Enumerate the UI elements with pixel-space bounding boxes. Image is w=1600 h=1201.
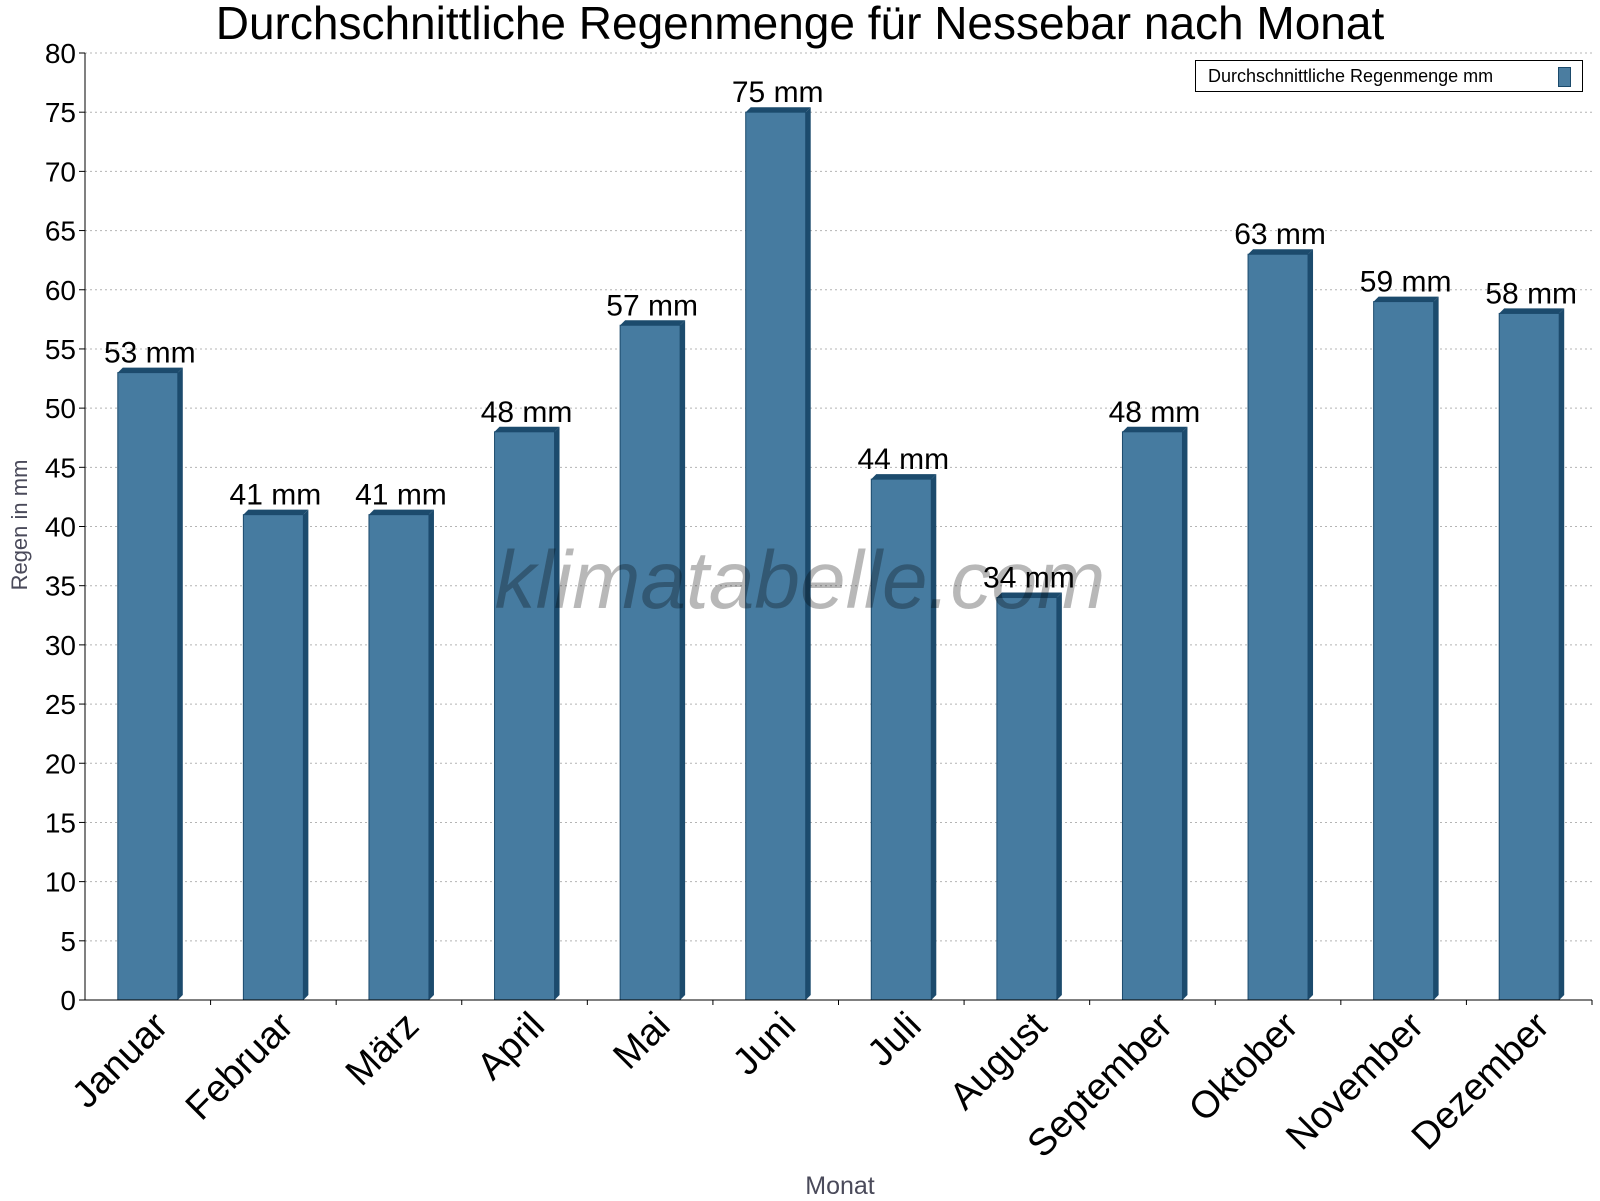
bar-front [117,372,179,1001]
y-tick-label: 70 [45,156,76,187]
y-tick-label: 50 [45,393,76,424]
bar-front [242,514,304,1001]
y-tick-label: 65 [45,216,76,247]
bar [619,320,686,1001]
y-tick-label: 15 [45,807,76,838]
bar [870,474,937,1001]
data-label: 75 mm [732,76,824,109]
bar [1247,249,1314,1001]
bar [1373,296,1439,1001]
bar-top [1248,249,1314,255]
bar-front [1121,431,1183,1001]
data-label: 57 mm [606,289,698,322]
bar-top [243,509,309,515]
data-label: 58 mm [1485,277,1577,310]
bar-front [368,514,430,1001]
data-label: 41 mm [355,479,447,512]
data-label: 63 mm [1234,218,1326,251]
chart-title: Durchschnittliche Regenmenge für Nesseba… [215,0,1385,49]
bar-side [1308,249,1314,1001]
bar-side [931,474,937,1000]
y-tick-label: 5 [60,926,76,957]
y-tick-label: 20 [45,748,76,779]
x-tick-label: Februar [178,1004,302,1128]
x-tick-label: Dezember [1404,1004,1558,1158]
x-tick-label: August [942,1004,1056,1118]
data-label: 48 mm [481,396,573,429]
x-tick-label: März [338,1005,427,1094]
bar-top [117,367,183,373]
bar-side [428,509,434,1000]
bar [745,107,811,1001]
y-tick-label: 35 [45,571,76,602]
y-tick-label: 0 [60,985,76,1016]
bar-front [1498,312,1560,1001]
bar-side [1056,592,1062,1000]
bar-top [745,107,811,113]
bar-side [177,367,183,1000]
bar-front [1247,253,1309,1001]
y-tick-label: 10 [45,867,76,898]
x-tick-label: Mai [605,1005,678,1078]
bar [368,509,434,1001]
x-tick-label: Juni [725,1005,804,1084]
bar-side [1559,308,1565,1000]
y-tick-label: 60 [45,275,76,306]
y-tick-label: 25 [45,689,76,720]
y-tick-label: 75 [45,97,76,128]
bar-front [996,597,1058,1001]
bar [996,592,1062,1001]
legend-swatch [1558,67,1571,87]
bar-front [494,431,556,1001]
data-label: 53 mm [104,337,196,370]
bar-top [1122,426,1188,432]
x-axis-title: Monat [805,1172,875,1200]
y-axis-title: Regen in mm [7,459,32,591]
bar-front [870,478,932,1001]
bars [117,107,1565,1001]
data-label: 41 mm [230,479,322,512]
bar-top [1499,308,1565,314]
data-label: 44 mm [857,443,949,476]
y-tick-label: 45 [45,452,76,483]
bar [494,426,560,1001]
x-tick-label: Oktober [1181,1004,1307,1130]
bar-side [554,426,560,1000]
legend: Durchschnittliche Regenmenge mm [1195,60,1583,92]
bar-front [1373,301,1435,1001]
watermark: klimatabelle.com [495,535,1106,626]
bar-top [996,592,1062,598]
bar-front [619,324,681,1001]
y-tick-label: 40 [45,512,76,543]
bar-top [620,320,686,326]
bar [1121,426,1188,1001]
bar [242,509,309,1001]
data-labels: 53 mm 41 mm 41 mm 48 mm 57 mm 75 mm 44 mm 34 mm… [104,76,1577,594]
bar-side [1182,426,1188,1000]
bar-top [1373,296,1439,302]
bar-top [871,474,937,480]
y-tick-label: 55 [45,334,76,365]
grid-lines [85,52,1592,942]
bar-side [805,107,811,1000]
bar-side [303,509,309,1000]
bar [117,367,183,1001]
bar-front [745,111,807,1001]
x-tick-label: April [469,1005,552,1088]
bar [1498,308,1565,1001]
data-label: 48 mm [1109,396,1201,429]
y-tick-label: 30 [45,630,76,661]
bar-side [1433,296,1439,1000]
x-tick-label: Januar [64,1004,176,1116]
bar-top [494,426,560,432]
x-tick-label: Juli [860,1005,930,1075]
data-label: 59 mm [1360,266,1452,299]
legend-label: Durchschnittliche Regenmenge mm [1208,66,1494,86]
data-label: 34 mm [983,562,1075,595]
y-tick-label: 80 [45,38,76,69]
bar-side [680,320,686,1000]
bar-top [368,509,434,515]
